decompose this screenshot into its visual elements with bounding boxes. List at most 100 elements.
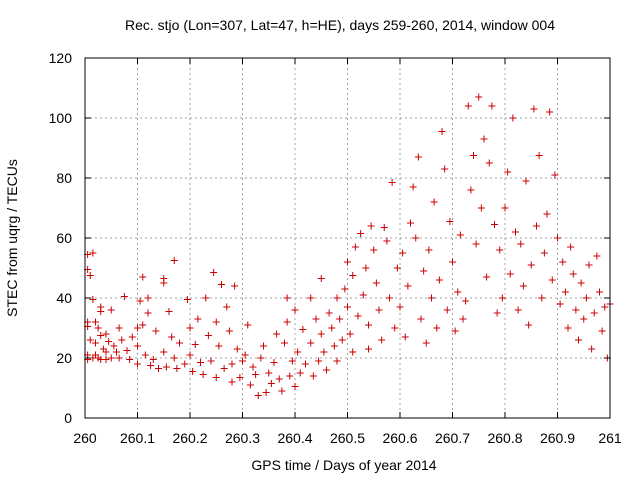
data-point — [207, 357, 215, 365]
data-point — [344, 303, 351, 311]
data-point — [535, 152, 543, 159]
data-point — [467, 186, 475, 194]
data-point — [456, 231, 464, 239]
data-point — [344, 258, 351, 266]
data-point — [341, 285, 349, 293]
data-point — [475, 93, 483, 101]
data-point — [236, 374, 244, 381]
data-point — [139, 321, 147, 329]
data-point — [470, 152, 477, 159]
y-tick-label: 100 — [49, 110, 73, 126]
data-point — [86, 272, 94, 279]
y-axis-label: STEC from uqrg / TECUs — [4, 159, 20, 317]
data-point — [357, 230, 365, 237]
data-point — [257, 354, 265, 362]
data-point — [501, 204, 509, 212]
data-points — [84, 93, 614, 399]
data-point — [428, 294, 435, 302]
data-point — [173, 365, 181, 372]
data-point — [165, 308, 173, 315]
data-point — [283, 294, 291, 302]
data-point — [270, 359, 278, 366]
data-point — [309, 372, 317, 380]
data-point — [577, 279, 585, 287]
data-point — [89, 296, 97, 303]
data-point — [323, 366, 330, 374]
y-tick-label: 0 — [64, 410, 72, 426]
data-point — [134, 342, 141, 350]
data-point — [183, 296, 191, 303]
data-point — [113, 348, 120, 356]
data-point — [102, 356, 110, 363]
data-point — [527, 261, 535, 269]
x-tick-label: 261 — [598, 430, 622, 446]
data-point — [551, 171, 559, 179]
y-tick-label: 120 — [49, 50, 73, 66]
data-point — [519, 282, 527, 290]
y-tick-label: 20 — [56, 350, 72, 366]
data-point — [118, 336, 126, 344]
data-point — [491, 221, 498, 228]
data-point — [204, 332, 212, 339]
data-point — [554, 234, 561, 242]
data-point — [86, 336, 94, 344]
data-point — [354, 312, 362, 320]
data-point — [333, 294, 341, 302]
data-point — [144, 294, 152, 302]
data-point — [362, 264, 370, 272]
data-point — [317, 275, 325, 282]
data-point — [92, 318, 99, 326]
data-point — [170, 354, 178, 362]
data-point — [496, 246, 504, 254]
data-point — [170, 257, 178, 264]
data-point — [336, 315, 344, 323]
data-point — [249, 363, 257, 371]
data-point — [459, 315, 467, 323]
data-point — [567, 243, 575, 251]
data-point — [593, 252, 601, 260]
data-point — [561, 288, 569, 296]
data-point — [498, 294, 506, 302]
data-point — [199, 371, 207, 378]
data-point — [92, 339, 99, 347]
data-point — [409, 183, 417, 191]
x-tick-label: 260.5 — [330, 430, 365, 446]
data-point — [404, 282, 412, 290]
x-tick-label: 260.8 — [487, 430, 522, 446]
data-point — [512, 228, 519, 236]
data-point — [517, 240, 525, 248]
data-point — [144, 309, 152, 317]
data-point — [422, 339, 430, 347]
data-point — [228, 360, 236, 368]
data-point — [233, 345, 241, 353]
data-point — [538, 294, 546, 302]
data-point — [191, 341, 199, 348]
data-point — [210, 269, 218, 276]
data-point — [281, 339, 288, 347]
data-point — [176, 339, 183, 347]
data-point — [194, 315, 202, 323]
data-point — [417, 315, 425, 323]
data-point — [181, 360, 189, 368]
data-point — [212, 374, 220, 381]
data-point — [446, 218, 454, 225]
data-point — [386, 294, 393, 302]
data-point — [225, 327, 233, 335]
data-point — [438, 128, 446, 135]
data-point — [451, 327, 459, 335]
data-point — [307, 339, 315, 347]
data-point — [441, 165, 449, 173]
data-point — [425, 246, 433, 254]
data-point — [522, 177, 530, 185]
chart-title: Rec. stjo (Lon=307, Lat=47, h=HE), days … — [124, 17, 555, 33]
data-point — [580, 315, 588, 323]
data-point — [380, 224, 388, 231]
data-point — [160, 348, 168, 356]
data-point — [454, 288, 462, 296]
data-point — [291, 383, 299, 390]
data-point — [399, 249, 407, 257]
data-point — [97, 303, 105, 311]
data-point — [139, 273, 147, 281]
data-point — [278, 387, 286, 395]
